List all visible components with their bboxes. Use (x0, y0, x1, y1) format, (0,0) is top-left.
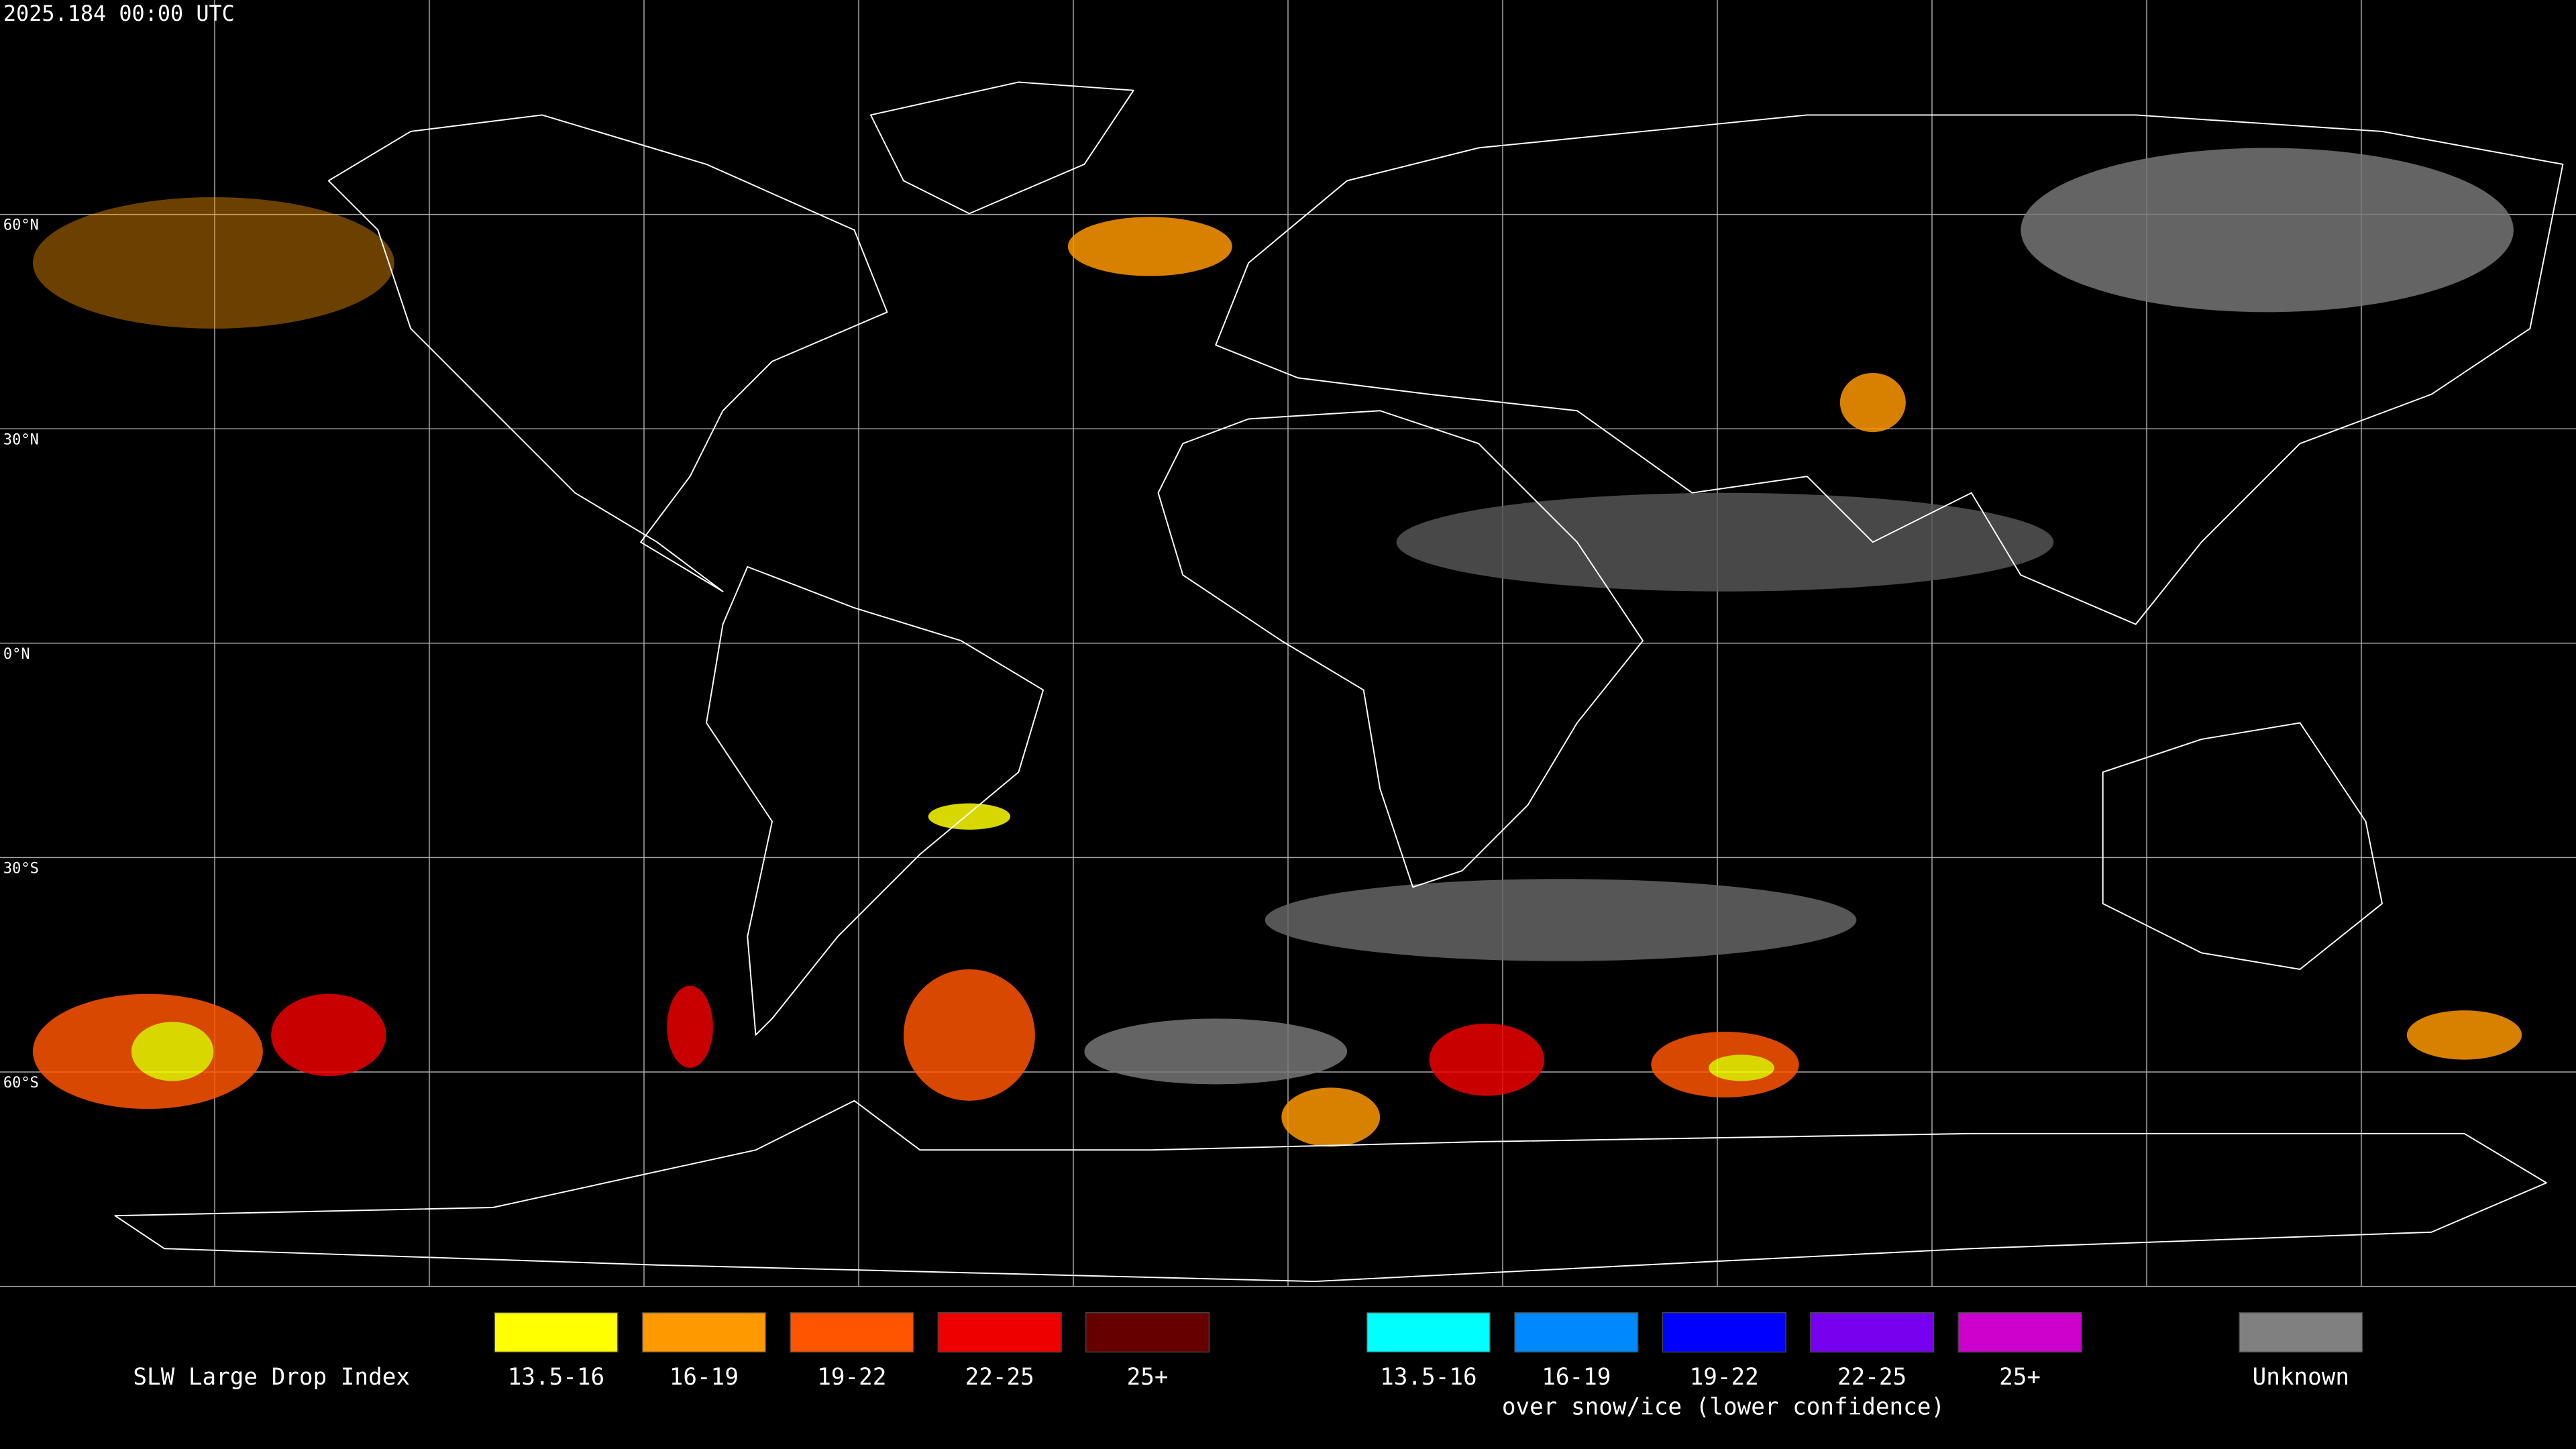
drop-index-cloud (1281, 1087, 1381, 1147)
drop-index-cloud (32, 197, 394, 329)
legend-swatch (1085, 1312, 1210, 1353)
graticule (0, 0, 2576, 1287)
latitude-label: 60°S (3, 1075, 39, 1091)
legend-label: 25+ (1999, 1364, 2041, 1391)
coastline (327, 114, 888, 592)
legend-title: SLW Large Drop Index (133, 1364, 410, 1391)
timestamp: 2025.184 00:00 UTC (3, 1, 235, 26)
unknown-cloud (1396, 492, 2054, 592)
legend-label: 22-25 (1837, 1364, 1907, 1391)
cloud-field (32, 148, 2522, 1147)
legend-label: 22-25 (965, 1364, 1034, 1391)
legend: 13.5-16 16-19 19-22 22-25 25+ 13.5-16 16-19 19-… (494, 1312, 2363, 1391)
legend-swatch (937, 1312, 1062, 1353)
legend-label: 16-19 (669, 1364, 739, 1391)
drop-index-cloud (1067, 217, 1232, 276)
legend-swatch (494, 1312, 619, 1353)
unknown-cloud (2021, 148, 2514, 313)
coastline (1215, 114, 2564, 625)
coastline (1157, 410, 1644, 888)
drop-index-cloud (903, 969, 1035, 1101)
legend-swatch (1514, 1312, 1639, 1353)
legend-swatch (1366, 1312, 1491, 1353)
legend-swatch (790, 1312, 914, 1353)
latitude-label: 30°S (3, 861, 39, 877)
coastline (114, 1099, 2547, 1283)
snow-ice-caption: over snow/ice (lower confidence) (1502, 1393, 1945, 1420)
legend-label: 13.5-16 (1380, 1364, 1477, 1391)
legend-swatch (2239, 1312, 2363, 1353)
drop-index-cloud (131, 1022, 214, 1081)
unknown-cloud (1265, 879, 1857, 961)
drop-index-cloud (1839, 372, 1906, 433)
drop-index-cloud (1708, 1055, 1774, 1081)
coastline (2102, 722, 2383, 970)
latitude-label: 60°N (3, 217, 39, 234)
legend-label: 16-19 (1542, 1364, 1611, 1391)
unknown-cloud (1084, 1018, 1348, 1085)
legend-label: 19-22 (1690, 1364, 1759, 1391)
legend-panel (0, 1286, 2576, 1449)
latitude-label: 30°N (3, 431, 39, 448)
drop-index-cloud (271, 994, 386, 1077)
legend-label: Unknown (2253, 1364, 2349, 1391)
drop-index-cloud (667, 985, 713, 1068)
legend-swatch (1662, 1312, 1786, 1353)
legend-swatch (1810, 1312, 1935, 1353)
drop-index-cloud (2406, 1010, 2522, 1060)
drop-index-cloud (928, 803, 1011, 830)
legend-label: 13.5-16 (508, 1364, 604, 1391)
coastline (706, 566, 1044, 1036)
latitude-labels: 60°N 30°N 0°N 30°S 60°S (3, 217, 39, 1091)
legend-label: 19-22 (817, 1364, 886, 1391)
legend-swatch (1957, 1312, 2082, 1353)
legend-label: 25+ (1127, 1364, 1169, 1391)
legend-swatch (641, 1312, 766, 1353)
coastline (869, 81, 1134, 215)
drop-index-cloud (1429, 1023, 1545, 1096)
coastlines (114, 81, 2564, 1283)
latitude-label: 0°N (3, 646, 30, 663)
